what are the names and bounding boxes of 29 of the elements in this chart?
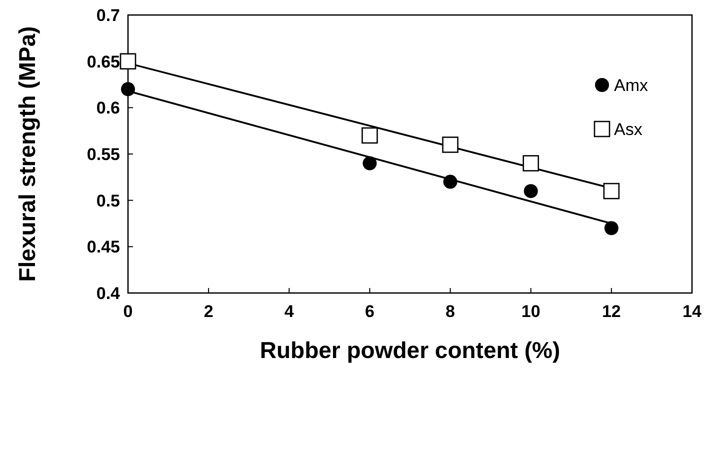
x-axis-title: Rubber powder content (%)	[260, 337, 560, 363]
point	[442, 136, 458, 153]
x-tick-label: 14	[682, 302, 702, 321]
x-tick-label: 2	[204, 302, 214, 321]
x-tick-label: 8	[446, 302, 456, 321]
point	[362, 156, 377, 170]
x-tick-label: 4	[284, 302, 294, 321]
x-tick-label: 0	[123, 302, 133, 321]
y-tick-label: 0.65	[86, 52, 120, 72]
point	[362, 127, 378, 144]
point	[120, 53, 136, 70]
x-tick-label: 12	[602, 302, 621, 321]
y-tick-label: 0.4	[96, 284, 121, 303]
y-tick-label: 0.55	[86, 145, 120, 164]
point	[604, 221, 618, 236]
point	[522, 155, 540, 172]
y-tick-label: 0.45	[86, 238, 120, 257]
y-axis-title: Flexural strength (MPa)	[14, 26, 40, 282]
point	[524, 184, 538, 198]
point	[603, 182, 620, 200]
legend-label: Asx	[614, 120, 643, 139]
point	[121, 82, 135, 96]
x-tick-label: 10	[521, 302, 540, 321]
y-tick-label: 0.7	[96, 6, 120, 25]
x-tick-label: 6	[364, 302, 374, 321]
legend-label: Amx	[614, 76, 648, 95]
y-tick-label: 0.5	[96, 191, 120, 210]
y-tick-label: 0.6	[96, 98, 120, 118]
point	[443, 174, 458, 189]
